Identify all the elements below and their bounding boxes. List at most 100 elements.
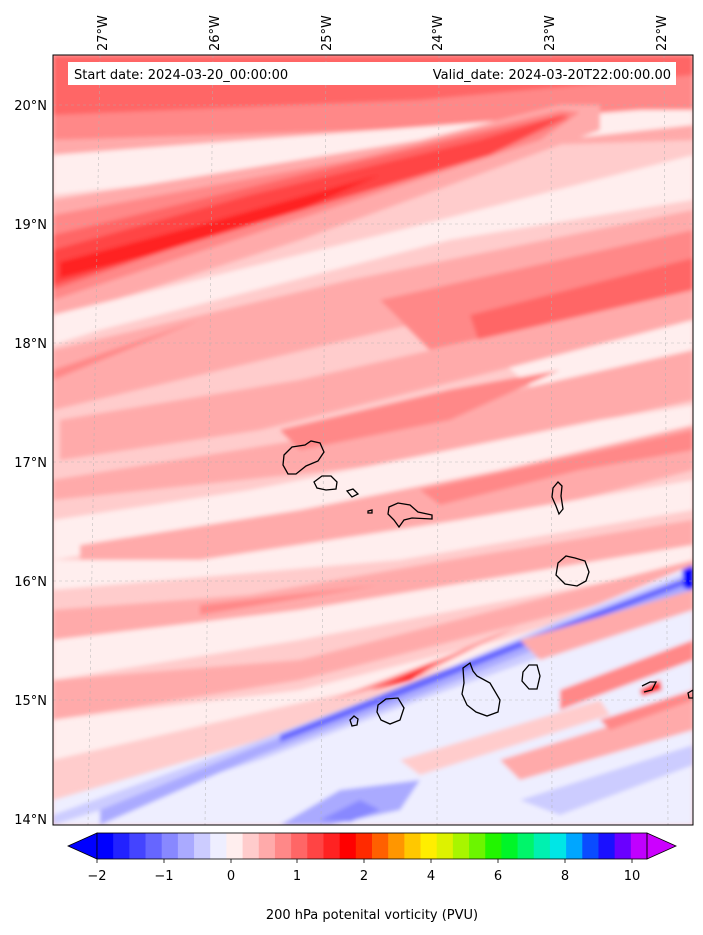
- colorbar-segment: [404, 833, 421, 859]
- colorbar-segment: [372, 833, 389, 859]
- colorbar-segment: [469, 833, 486, 859]
- pv-light-strip-3: [53, 405, 693, 560]
- lat-tick-label: 14°N: [14, 813, 47, 828]
- pv-band-mid-2-core: [280, 370, 560, 450]
- gridline-lon-22: [663, 55, 669, 825]
- colorbar-segment: [485, 833, 502, 859]
- colorbar-segment: [242, 833, 260, 859]
- colorbar-segment: [129, 833, 146, 859]
- longitude-axis: 27°W 26°W 25°W 24°W 23°W 22°W: [96, 15, 670, 51]
- pv-band-mid-3-core: [420, 430, 693, 505]
- colorbar-tick-label: 6: [494, 869, 502, 884]
- valid-date-box: [408, 62, 676, 85]
- start-date-box: [68, 62, 408, 85]
- colorbar-segment: [533, 833, 551, 859]
- colorbar-segments: [97, 833, 648, 859]
- pv-negative-patch-sw: [280, 780, 420, 825]
- colorbar-segment: [598, 833, 616, 859]
- colorbar-segment: [388, 833, 405, 859]
- pv-streak-5: [600, 690, 693, 730]
- lon-tick-label: 27°W: [96, 15, 111, 51]
- colorbar-tick-label: −2: [87, 869, 106, 884]
- pv-streak-4: [500, 700, 693, 780]
- pv-negative-patch-sw-core: [320, 800, 380, 822]
- pv-band-second-core: [53, 320, 200, 380]
- latitude-axis: 20°N 19°N 18°N 17°N 16°N 15°N 14°N: [14, 99, 47, 828]
- pv-jet-peak: [60, 175, 380, 278]
- lat-tick-label: 17°N: [14, 456, 47, 471]
- island-santo-antao: [282, 440, 325, 475]
- lat-tick-label: 20°N: [14, 99, 47, 114]
- colorbar-segment: [161, 833, 179, 859]
- colorbar-tick-label: 2: [360, 869, 368, 884]
- pv-band-low-2: [53, 560, 693, 720]
- pv-band-mid-1: [60, 290, 693, 460]
- pv-light-strip-2: [53, 155, 693, 345]
- colorbar-segment: [630, 833, 648, 859]
- pv-light-strip-5: [53, 545, 693, 680]
- colorbar-tick-label: 0: [227, 869, 235, 884]
- island-maio: [521, 664, 541, 690]
- pv-streak-1-core: [370, 660, 440, 690]
- colorbar-segment: [210, 833, 227, 859]
- map-frame: [52, 54, 694, 826]
- pv-streak-6: [400, 700, 610, 775]
- valid-date-label: Valid_date: 2024-03-20T22:00:00.00: [433, 68, 671, 83]
- island-branco: [367, 509, 373, 514]
- colorbar-segment: [355, 833, 373, 859]
- gridline-lon-25: [320, 55, 327, 825]
- lat-tick-label: 19°N: [14, 218, 47, 233]
- colorbar-segment: [194, 833, 211, 859]
- colorbar: −2 −1 0 1 2 4 6 8 10 200 hPa potenital v…: [67, 832, 677, 923]
- pv-negative-layer-1: [53, 570, 693, 825]
- island-sao-nicolau: [387, 502, 433, 529]
- colorbar-segment: [274, 833, 292, 859]
- island-outlines: [282, 440, 693, 727]
- colorbar-segment: [501, 833, 518, 859]
- colorbar-tick-label: 4: [427, 869, 435, 884]
- colorbar-segment: [323, 833, 341, 859]
- colorbar-tick-label: 1: [293, 869, 301, 884]
- colorbar-segment: [549, 833, 567, 859]
- colorbar-segment: [113, 833, 130, 859]
- pv-band-mid-3: [80, 425, 693, 575]
- pv-streak-7: [520, 745, 693, 815]
- pv-blue-patch-east: [682, 565, 693, 590]
- colorbar-segment: [436, 833, 454, 859]
- gridline-lon-27: [87, 55, 101, 825]
- colorbar-segment: [226, 833, 243, 859]
- colorbar-segment: [97, 833, 114, 859]
- gridline-lon-26: [204, 55, 214, 825]
- colorbar-tick-label: −1: [154, 869, 173, 884]
- lon-tick-label: 26°W: [208, 15, 223, 51]
- colorbar-segment: [582, 833, 599, 859]
- colorbar-tick-label: 10: [624, 869, 641, 884]
- coast-fragment-edge: [687, 689, 693, 699]
- colorbar-segment: [177, 833, 195, 859]
- lon-tick-label: 25°W: [320, 15, 335, 51]
- island-brava: [349, 715, 359, 727]
- pv-band-second: [53, 210, 693, 410]
- colorbar-segment: [258, 833, 276, 859]
- pv-light-strip-6: [53, 580, 693, 760]
- colorbar-segment: [566, 833, 583, 859]
- colorbar-extend-low: [67, 832, 98, 860]
- pv-band-low-1-core: [200, 585, 380, 615]
- colorbar-title: 200 hPa potenital vorticity (PVU): [266, 908, 478, 923]
- pv-band-east-1: [380, 230, 693, 350]
- lat-tick-label: 18°N: [14, 337, 47, 352]
- island-fogo: [376, 697, 405, 725]
- colorbar-segment: [145, 833, 163, 859]
- coast-fragment-east: [641, 681, 658, 693]
- island-sao-vicente: [313, 475, 338, 491]
- colorbar-segment: [420, 833, 438, 859]
- colorbar-segment: [291, 833, 308, 859]
- colorbar-frame: [96, 832, 648, 860]
- pv-streak-2: [520, 590, 693, 660]
- pv-light-strip-4: [53, 480, 693, 590]
- pv-streak-3: [560, 640, 693, 710]
- colorbar-tick-labels: −2 −1 0 1 2 4 6 8 10: [87, 869, 640, 884]
- lat-tick-label: 15°N: [14, 694, 47, 709]
- island-boa-vista: [555, 555, 590, 587]
